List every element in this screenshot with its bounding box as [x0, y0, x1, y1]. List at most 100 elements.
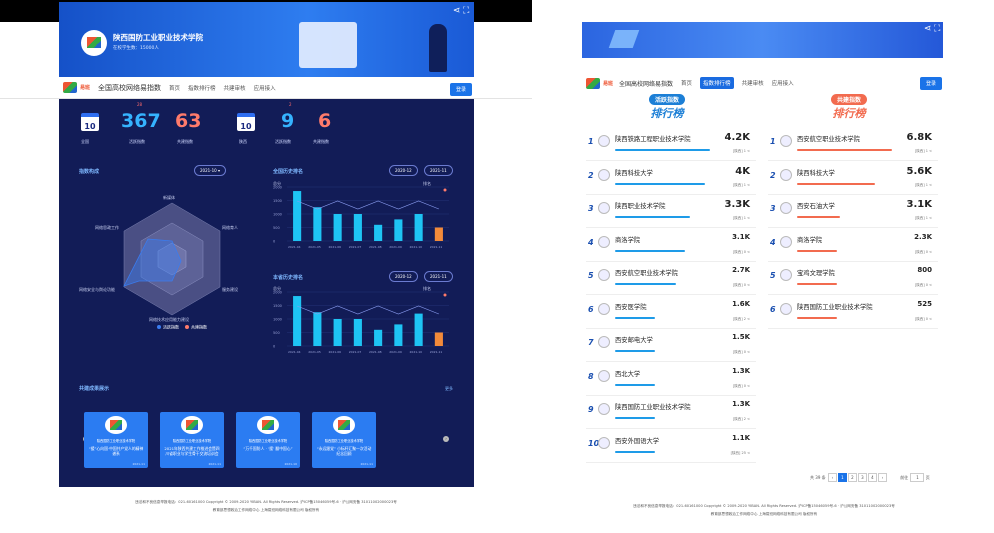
- ranking-row[interactable]: 4 商洛学院 3.1K [陕西] 0 <: [586, 229, 756, 262]
- showcase-card[interactable]: 陕西国防工业职业技术学院 “永远跟党” 小标杆汇聚一次活动纪念回顾 2021-11: [312, 412, 376, 468]
- school-name[interactable]: 宝鸡文理学院: [797, 270, 835, 277]
- nav-ranking[interactable]: 指数排行榜: [188, 85, 216, 92]
- school-name[interactable]: 商洛学院: [615, 236, 641, 244]
- rank-number: 10: [588, 438, 600, 448]
- nav-ranking[interactable]: 指数排行榜: [700, 77, 734, 89]
- radar-chart: 新媒体 网络育人 服务建设 网络技术应用能力建设 网络安全与舆论功能 网络思政工…: [79, 194, 238, 330]
- ranking-row[interactable]: 1 陕西铁路工程职业技术学院 4.2K [陕西] 1 <: [586, 128, 756, 161]
- row-meta: [陕西] 1 <: [732, 216, 750, 220]
- ranking-row[interactable]: 3 西安石油大学 3.1K [陕西] 1 <: [768, 195, 938, 228]
- svg-text:网络育人: 网络育人: [222, 224, 238, 230]
- ranking-row[interactable]: 9 陕西国防工业职业技术学院 1.3K [陕西] 2 <: [586, 396, 756, 429]
- ranking-row[interactable]: 6 西安医学院 1.6K [陕西] 2 <: [586, 296, 756, 329]
- school-name[interactable]: 陕西科技大学: [615, 169, 653, 177]
- nav-review[interactable]: 共建审核: [223, 85, 246, 92]
- school-name[interactable]: 陕西铁路工程职业技术学院: [615, 136, 691, 143]
- fullscreen-icon[interactable]: ⛶: [934, 24, 941, 34]
- share-icon[interactable]: ⋖: [924, 24, 932, 34]
- radar-month-select[interactable]: 2021-10 ▾: [194, 165, 226, 176]
- page-4[interactable]: 4: [867, 473, 877, 482]
- school-name[interactable]: 陕西科技大学: [797, 169, 835, 177]
- x-tick: 2021-11: [430, 245, 443, 249]
- national-from-select[interactable]: 2020-12: [389, 165, 418, 176]
- ranking-row[interactable]: 2 陕西科技大学 5.6K [陕西] 1 <: [768, 162, 938, 195]
- score-value: 6.8K: [906, 132, 932, 143]
- y-tick: 0: [273, 345, 275, 349]
- school-name[interactable]: 西安石油大学: [797, 203, 835, 210]
- login-button[interactable]: 登录: [450, 83, 473, 96]
- school-name[interactable]: 陕西职业技术学院: [615, 203, 666, 210]
- history-bar: [333, 319, 342, 346]
- ranking-row[interactable]: 5 西安航空职业技术学院 2.7K [陕西] 0 <: [586, 262, 756, 295]
- row-meta: [陕西] 1 <: [914, 216, 932, 220]
- x-tick: 2021-07: [349, 245, 362, 249]
- left-axis-label: 总分: [273, 180, 281, 186]
- carousel-next-icon[interactable]: ›: [443, 436, 449, 442]
- nav-review[interactable]: 共建审核: [741, 81, 764, 87]
- dashboard: 10 全国 28 367 活跃指数 63 共建指数 10 陕西 2 9 活跃指数…: [59, 99, 474, 487]
- rank-number: 1: [588, 137, 594, 146]
- ranking-row[interactable]: 1 西安航空职业技术学院 6.8K [陕西] 1 <: [768, 128, 938, 161]
- province-from-select[interactable]: 2020-12: [389, 271, 418, 282]
- showcase-more-link[interactable]: 更多: [445, 386, 453, 391]
- rank-number: 9: [588, 405, 594, 414]
- x-tick: 2021-06: [329, 245, 342, 249]
- province-history-title: 本省历史排名: [273, 275, 304, 281]
- ranking-row[interactable]: 5 宝鸡文理学院 800 [陕西] 0 <: [768, 262, 938, 295]
- ranking-row[interactable]: 6 陕西国防工业职业技术学院 525 [陕西] 0 <: [768, 296, 938, 329]
- showcase-card[interactable]: 陕西国防工业职业技术学院 “援”心向国·中国共产党人的精神谱系 2021-11: [84, 412, 148, 468]
- school-name[interactable]: 陕西国防工业职业技术学院: [797, 303, 873, 311]
- rank-line: [297, 200, 439, 210]
- fullscreen-icon[interactable]: ⛶: [463, 6, 470, 16]
- province-vitality: 9: [281, 110, 295, 132]
- next-page-icon[interactable]: ›: [877, 473, 887, 482]
- school-name[interactable]: 陕西国防工业职业技术学院: [615, 404, 691, 411]
- nav-home[interactable]: 首页: [169, 85, 181, 92]
- school-name[interactable]: 西安医学院: [615, 303, 647, 311]
- page-1[interactable]: 1: [837, 473, 847, 482]
- nav-apps[interactable]: 应用接入: [771, 81, 794, 87]
- x-tick: 2021-09: [389, 245, 402, 249]
- radar-series-vitality: [123, 238, 182, 287]
- school-name[interactable]: 西北大学: [615, 370, 641, 378]
- school-name: 陕西国防工业职业技术学院: [113, 33, 203, 42]
- national-to-select[interactable]: 2021-11: [424, 165, 453, 176]
- radar-title: 指数构成: [79, 169, 100, 175]
- ranking-row[interactable]: 7 西安邮电大学 1.5K [陕西] 0 <: [586, 329, 756, 362]
- school-name[interactable]: 西安航空职业技术学院: [615, 270, 678, 277]
- student-count: 在校学生数：15000人: [113, 46, 159, 51]
- ranking-row[interactable]: 4 商洛学院 2.3K [陕西] 0 <: [768, 229, 938, 262]
- page-3[interactable]: 3: [857, 473, 867, 482]
- national-vitality: 367: [121, 110, 161, 132]
- school-logo-icon: [780, 235, 792, 248]
- page-2[interactable]: 2: [847, 473, 857, 482]
- school-name[interactable]: 西安航空职业技术学院: [797, 136, 860, 143]
- row-meta: [陕西] 1 <: [732, 149, 750, 153]
- cobuild-ranking-header: 共建指数 排行榜: [804, 94, 894, 121]
- showcase-card[interactable]: 陕西国防工业职业技术学院 “万千国防人 · ‘援’ 翻中国心” 2021-10: [236, 412, 300, 468]
- showcase-card[interactable]: 陕西国防工业职业技术学院 2021年陕西共建工作推进会暨四川省职业与学生骨干交流培…: [160, 412, 224, 468]
- school-name[interactable]: 商洛学院: [797, 236, 823, 244]
- x-tick: 2021-11: [430, 350, 443, 354]
- nav-apps[interactable]: 应用接入: [253, 85, 276, 92]
- rank-number: 1: [770, 137, 776, 146]
- ranking-row[interactable]: 10 西安外国语大学 1.1K [陕西] 25 <: [586, 430, 756, 463]
- site-logo[interactable]: 易班: [63, 82, 90, 93]
- goto-page-input[interactable]: 1: [910, 473, 925, 482]
- nav-home[interactable]: 首页: [681, 81, 693, 87]
- yiban-logo-icon: [586, 77, 600, 89]
- site-logo[interactable]: 易班: [586, 77, 613, 89]
- prev-page-icon[interactable]: ‹: [827, 473, 837, 482]
- history-bar: [353, 214, 362, 241]
- x-tick: 2021-07: [349, 350, 362, 354]
- school-name[interactable]: 西安邮电大学: [615, 337, 653, 344]
- ranking-row[interactable]: 8 西北大学 1.3K [陕西] 0 <: [586, 363, 756, 396]
- login-button[interactable]: 登录: [920, 77, 943, 90]
- row-meta: [陕西] 0 <: [732, 350, 750, 354]
- y-tick: 0: [273, 240, 275, 244]
- share-icon[interactable]: ⋖: [453, 6, 461, 16]
- province-to-select[interactable]: 2021-11: [424, 271, 453, 282]
- ranking-row[interactable]: 2 陕西科技大学 4K [陕西] 1 <: [586, 162, 756, 195]
- ranking-row[interactable]: 3 陕西职业技术学院 3.3K [陕西] 1 <: [586, 195, 756, 228]
- school-name[interactable]: 西安外国语大学: [615, 437, 660, 445]
